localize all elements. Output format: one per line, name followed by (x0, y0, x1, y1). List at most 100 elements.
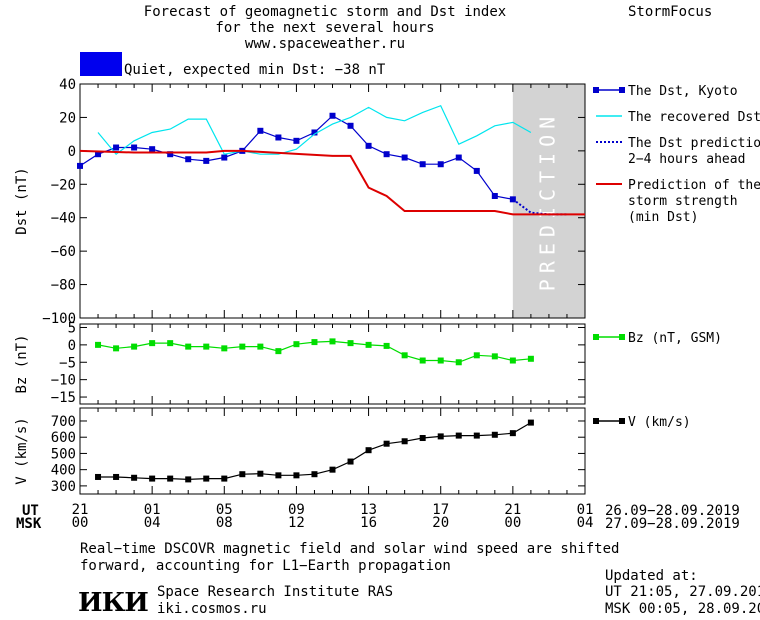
data-point (77, 162, 83, 169)
msk-tick-label: 20 (432, 515, 449, 531)
data-point (401, 438, 408, 445)
legend-label: Prediction of the (628, 178, 760, 193)
y-tick-label: 300 (51, 479, 76, 495)
y-tick-label: 0 (68, 338, 76, 354)
msk-tick-label: 00 (72, 515, 89, 531)
legend-label: Bz (nT, GSM) (628, 331, 722, 346)
msk-tick-label: 12 (288, 515, 305, 531)
data-point (383, 342, 390, 349)
data-point (491, 431, 498, 438)
msk-tick-label: 16 (360, 515, 377, 531)
data-point (221, 475, 228, 482)
data-point (365, 447, 372, 454)
data-point (329, 338, 336, 345)
ut-tick-label: 05 (216, 502, 233, 518)
data-point (95, 473, 102, 480)
institute-site[interactable]: iki.cosmos.ru (157, 601, 267, 617)
data-point (437, 357, 444, 364)
legend-label: V (km/s) (628, 415, 691, 430)
data-point (185, 343, 192, 350)
y-tick-label: 700 (51, 414, 76, 430)
data-point (455, 359, 462, 366)
data-point (329, 112, 336, 119)
y-tick-label: −80 (51, 278, 76, 294)
y-tick-label: −40 (51, 211, 76, 227)
ut-tick-label: 13 (360, 502, 377, 518)
data-point (131, 343, 138, 350)
msk-date-range: 27.09−28.09.2019 (605, 516, 740, 532)
data-point (527, 355, 534, 362)
legend-marker (593, 418, 599, 424)
data-point (311, 339, 318, 346)
ut-tick-label: 17 (432, 502, 449, 518)
data-point (311, 471, 318, 478)
data-point (167, 151, 174, 158)
data-point (131, 474, 138, 481)
data-point (401, 154, 408, 161)
data-point (239, 343, 246, 350)
data-point (113, 473, 120, 480)
data-point (113, 144, 120, 151)
data-point (347, 340, 354, 347)
legend-label: The Dst prediction (628, 136, 760, 151)
data-point (149, 475, 156, 482)
institute-name: Space Research Institute RAS (157, 584, 394, 600)
data-point (509, 196, 516, 203)
data-point (419, 161, 426, 168)
data-point (185, 476, 192, 483)
data-point (257, 343, 264, 350)
legend-label: 2−4 hours ahead (628, 152, 745, 167)
data-point (275, 348, 282, 355)
data-point (257, 127, 264, 134)
data-point (419, 357, 426, 364)
data-point (221, 154, 228, 161)
ut-tick-label: 21 (72, 502, 89, 518)
y-tick-label: −100 (42, 311, 76, 327)
data-point (113, 345, 120, 352)
legend-marker (619, 418, 625, 424)
series-line (98, 422, 532, 481)
data-point (419, 435, 426, 442)
y-tick-label: 40 (59, 77, 76, 93)
data-point (509, 357, 516, 364)
y-tick-label: 5 (68, 320, 76, 336)
y-tick-label: 600 (51, 430, 76, 446)
y-tick-label: 500 (51, 446, 76, 462)
ut-tick-label: 21 (504, 502, 521, 518)
data-point (311, 129, 318, 136)
legend-marker (593, 87, 599, 93)
data-point (401, 352, 408, 359)
y-tick-label: −10 (51, 373, 76, 389)
prediction-label: PREDICTION (535, 111, 559, 291)
brand-label: StormFocus (628, 4, 713, 20)
data-point (365, 142, 372, 149)
updated-ut: UT 21:05, 27.09.2019 (605, 584, 760, 600)
data-point (347, 458, 354, 465)
msk-tick-label: 08 (216, 515, 233, 531)
data-point (239, 471, 246, 478)
status-indicator-swatch (80, 52, 122, 76)
status-text: Quiet, expected min Dst: −38 nT (124, 62, 386, 78)
y-axis-label: V (km/s) (14, 417, 30, 484)
legend-marker (593, 334, 599, 340)
msk-tick-label: 00 (504, 515, 521, 531)
panel-frame (79, 407, 586, 495)
data-point (275, 134, 282, 141)
ut-tick-label: 01 (144, 502, 161, 518)
y-tick-label: 400 (51, 463, 76, 479)
data-point (95, 151, 102, 158)
data-point (167, 475, 174, 482)
data-point (455, 432, 462, 439)
series-line (97, 104, 532, 156)
data-point (203, 475, 210, 482)
data-point (527, 419, 534, 426)
legend-marker (619, 334, 625, 340)
prediction-region (512, 84, 585, 318)
data-point (347, 122, 354, 129)
note-line-1: Real−time DSCOVR magnetic field and sola… (80, 541, 620, 557)
data-point (167, 340, 174, 347)
data-point (365, 341, 372, 348)
site-url[interactable]: www.spaceweather.ru (244, 36, 406, 52)
msk-label: MSK (16, 516, 42, 532)
